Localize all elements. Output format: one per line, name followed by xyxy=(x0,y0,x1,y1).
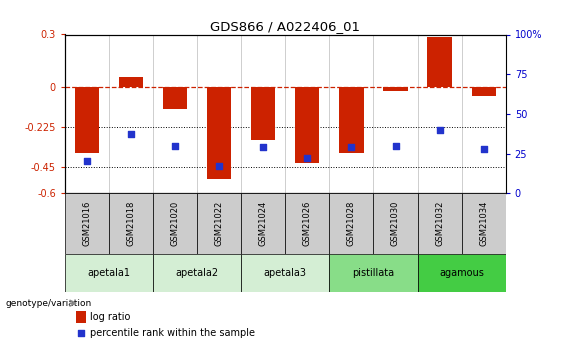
Text: apetala3: apetala3 xyxy=(264,268,307,277)
Text: log ratio: log ratio xyxy=(90,312,131,322)
Point xyxy=(82,159,92,164)
Text: GSM21030: GSM21030 xyxy=(391,201,400,246)
Text: GSM21034: GSM21034 xyxy=(479,201,488,246)
Text: GSM21026: GSM21026 xyxy=(303,201,312,246)
Text: genotype/variation: genotype/variation xyxy=(6,299,92,308)
Text: GSM21032: GSM21032 xyxy=(435,201,444,246)
Text: percentile rank within the sample: percentile rank within the sample xyxy=(90,328,255,338)
Bar xyxy=(428,37,451,87)
Bar xyxy=(384,87,407,91)
Text: apetala2: apetala2 xyxy=(176,268,219,277)
Bar xyxy=(418,193,462,254)
Bar xyxy=(251,87,275,140)
Text: pistillata: pistillata xyxy=(353,268,394,277)
Bar xyxy=(418,254,506,292)
Bar xyxy=(241,193,285,254)
Text: GSM21018: GSM21018 xyxy=(127,201,136,246)
Title: GDS866 / A022406_01: GDS866 / A022406_01 xyxy=(210,20,360,33)
Bar xyxy=(340,87,363,152)
Bar xyxy=(109,193,153,254)
Bar xyxy=(197,193,241,254)
Text: GSM21024: GSM21024 xyxy=(259,201,268,246)
Bar xyxy=(207,87,231,179)
Bar xyxy=(241,254,329,292)
Bar xyxy=(153,193,197,254)
Text: GSM21028: GSM21028 xyxy=(347,201,356,246)
Point xyxy=(347,145,356,150)
Text: GSM21022: GSM21022 xyxy=(215,201,224,246)
Bar xyxy=(285,193,329,254)
Bar xyxy=(75,87,99,152)
Bar xyxy=(65,254,153,292)
Bar xyxy=(163,87,187,109)
Text: GSM21020: GSM21020 xyxy=(171,201,180,246)
Point xyxy=(127,132,136,137)
Bar xyxy=(119,77,143,87)
Text: agamous: agamous xyxy=(439,268,484,277)
Point xyxy=(171,143,180,148)
Point xyxy=(435,127,444,132)
Bar xyxy=(462,193,506,254)
Bar xyxy=(76,311,86,323)
Bar xyxy=(373,193,418,254)
Text: apetala1: apetala1 xyxy=(88,268,131,277)
Point xyxy=(215,164,224,169)
Point xyxy=(77,331,86,336)
Bar xyxy=(329,193,373,254)
Bar xyxy=(153,254,241,292)
Point xyxy=(479,146,488,151)
Bar xyxy=(65,193,109,254)
Bar xyxy=(329,254,418,292)
Bar xyxy=(295,87,319,163)
Text: GSM21016: GSM21016 xyxy=(82,201,92,246)
Point xyxy=(303,156,312,161)
Point xyxy=(391,143,400,148)
Point xyxy=(259,145,268,150)
Bar xyxy=(472,87,496,96)
